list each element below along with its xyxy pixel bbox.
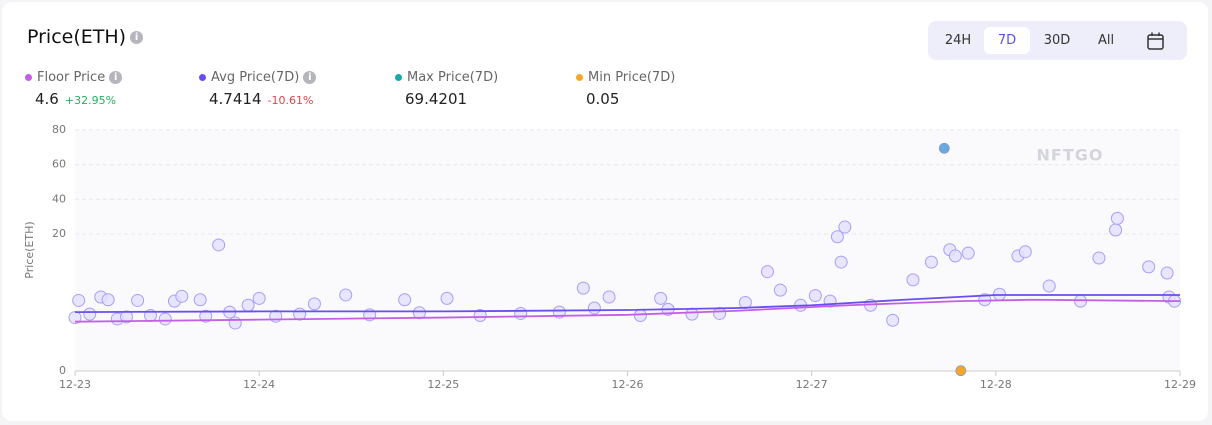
- sale-point: [228, 316, 242, 330]
- sale-point: [1110, 211, 1124, 225]
- sale-point: [834, 255, 848, 269]
- stat: Avg Price(7D) i 4.7414 -10.61%: [199, 70, 317, 108]
- title-text: Price(ETH): [27, 26, 127, 48]
- stat-value: 4.6: [35, 90, 59, 108]
- stat-value: 69.4201: [405, 90, 468, 108]
- info-icon[interactable]: i: [130, 31, 144, 44]
- sale-point: [924, 255, 938, 269]
- sale-point: [158, 312, 172, 326]
- stat-dot: [576, 74, 583, 81]
- y-tick-label: 0: [59, 364, 66, 377]
- sale-point: [1109, 223, 1123, 237]
- sale-point: [685, 307, 699, 321]
- y-axis-label: Price(ETH): [23, 221, 36, 278]
- sale-point: [412, 306, 426, 320]
- sale-point: [576, 281, 590, 295]
- plot-area: [75, 130, 1180, 371]
- info-icon[interactable]: i: [109, 71, 123, 84]
- y-tick-label: 80: [52, 123, 66, 136]
- stat-dot: [199, 74, 206, 81]
- stat-change: -10.61%: [267, 94, 314, 107]
- sale-point: [120, 310, 134, 324]
- sale-point: [808, 289, 822, 303]
- x-tick-label: 12-29: [1164, 378, 1196, 391]
- sale-point: [760, 265, 774, 279]
- sale-point: [773, 283, 787, 297]
- sale-point: [252, 291, 266, 305]
- sale-point: [654, 291, 668, 305]
- sale-point: [101, 293, 115, 307]
- x-tick-label: 12-24: [243, 378, 275, 391]
- sale-point: [307, 297, 321, 311]
- range-button[interactable]: 7D: [984, 27, 1030, 54]
- y-tick-label: 40: [52, 192, 66, 205]
- sale-point: [948, 249, 962, 263]
- sale-point: [838, 220, 852, 234]
- range-selector: 24H 7D 30D All: [928, 21, 1187, 60]
- sale-point: [1160, 266, 1174, 280]
- sale-point: [398, 293, 412, 307]
- sale-point: [830, 230, 844, 244]
- chart-title: Price(ETH) i: [27, 26, 144, 48]
- series-line: [74, 298, 1181, 323]
- watermark: NFTGO: [1037, 146, 1104, 165]
- stat: Min Price(7D) 0.05: [576, 70, 675, 108]
- sale-point: [199, 309, 213, 323]
- sale-point: [1018, 245, 1032, 259]
- x-tick-label: 12-28: [980, 378, 1012, 391]
- sale-point: [241, 298, 255, 312]
- series-line: [74, 294, 1180, 313]
- sale-point: [175, 289, 189, 303]
- stat: Max Price(7D) 69.4201: [395, 70, 498, 108]
- sale-point: [514, 306, 528, 320]
- sale-point: [440, 291, 454, 305]
- range-button[interactable]: All: [1097, 33, 1115, 48]
- sale-point: [886, 313, 900, 327]
- y-tick-label: 60: [52, 158, 66, 171]
- stat: Floor Price i 4.6 +32.95%: [25, 70, 123, 108]
- sale-point: [587, 301, 601, 315]
- x-tick-label: 12-27: [796, 378, 828, 391]
- stat-value: 0.05: [586, 90, 620, 108]
- sale-point: [473, 309, 487, 323]
- sale-point: [72, 293, 86, 307]
- y-tick-label: 20: [52, 227, 66, 240]
- sale-point: [633, 309, 647, 323]
- sale-point: [961, 246, 975, 260]
- stat-dot: [25, 74, 32, 81]
- stat-name: Floor Price: [37, 70, 106, 85]
- range-button[interactable]: 30D: [1043, 33, 1071, 48]
- sale-point: [1042, 279, 1056, 293]
- sale-point: [1092, 251, 1106, 265]
- stat-name: Min Price(7D): [588, 70, 676, 85]
- stat-dot: [395, 74, 402, 81]
- sale-point: [1142, 260, 1156, 274]
- sale-point: [212, 238, 226, 252]
- sale-point: [193, 293, 207, 307]
- stat-name: Max Price(7D): [407, 70, 499, 85]
- extreme-point: [955, 365, 967, 377]
- stat-name: Avg Price(7D): [211, 70, 300, 85]
- sale-point: [602, 290, 616, 304]
- range-button[interactable]: 24H: [944, 33, 972, 48]
- sale-point: [131, 293, 145, 307]
- sale-point: [83, 307, 97, 321]
- x-tick-label: 12-25: [427, 378, 459, 391]
- stat-change: +32.95%: [64, 94, 117, 107]
- stat-value: 4.7414: [209, 90, 262, 108]
- sale-point: [906, 273, 920, 287]
- sale-point: [339, 288, 353, 302]
- info-icon[interactable]: i: [303, 71, 317, 84]
- calendar-icon[interactable]: [1146, 31, 1166, 51]
- x-tick-label: 12-23: [59, 378, 91, 391]
- extreme-point: [938, 142, 950, 154]
- x-tick-label: 12-26: [612, 378, 644, 391]
